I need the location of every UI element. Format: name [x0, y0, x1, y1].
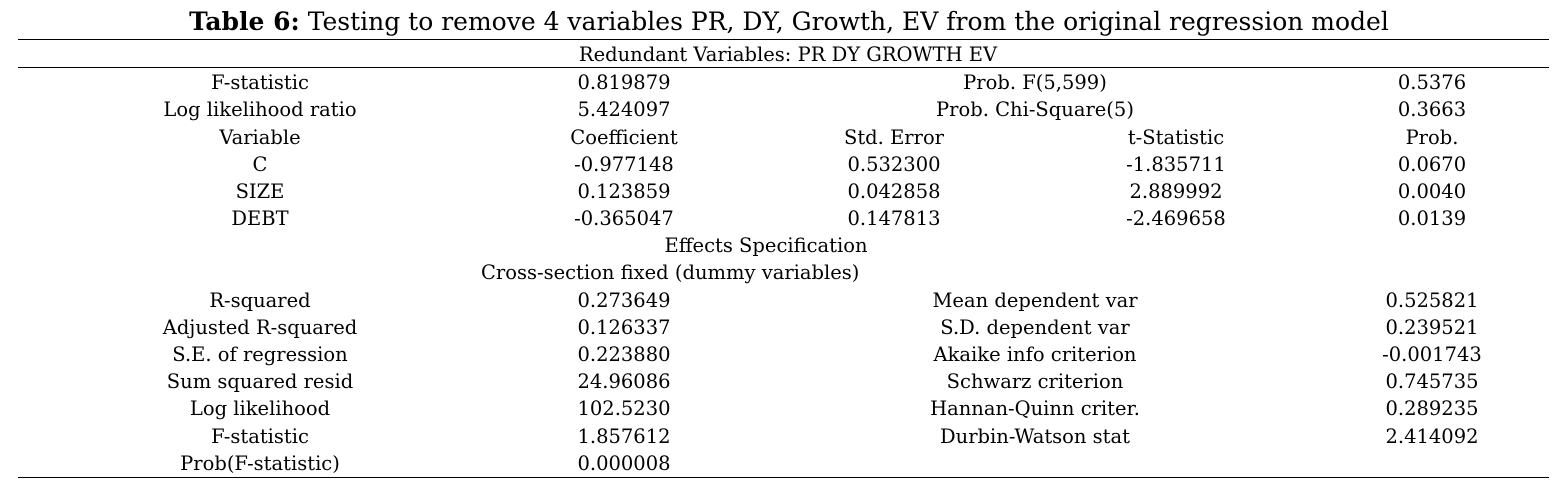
stat-value: 102.5230	[577, 397, 671, 420]
test-value: 0.819879	[577, 71, 671, 94]
stat-value: 0.223880	[577, 343, 671, 366]
coef-coefficient: -0.365047	[574, 207, 674, 230]
column-header-t-statistic: t-Statistic	[1127, 126, 1225, 149]
test-prob-label: Prob. Chi-Square(5)	[936, 98, 1134, 121]
stat-name-right: S.D. dependent var	[940, 316, 1130, 339]
stat-name-right: Mean dependent var	[932, 289, 1138, 312]
coef-coefficient: -0.977148	[574, 153, 674, 176]
stat-name-right: Schwarz criterion	[946, 370, 1124, 393]
effects-specification-title: Effects Specification	[664, 234, 868, 257]
table-caption: Table 6: Testing to remove 4 variables P…	[0, 6, 1558, 38]
coef-std-error: 0.042858	[847, 180, 941, 203]
stat-value-right: 0.745735	[1385, 370, 1479, 393]
coef-variable: SIZE	[235, 180, 285, 203]
column-header-prob: Prob.	[1405, 126, 1459, 149]
coef-prob: 0.0040	[1397, 180, 1467, 203]
stat-name-right: Hannan-Quinn criter.	[930, 397, 1140, 420]
test-prob-label: Prob. F(5,599)	[963, 71, 1107, 94]
stat-name-right: Durbin-Watson stat	[940, 425, 1130, 448]
stat-name-right: Akaike info criterion	[933, 343, 1137, 366]
header-rule	[18, 67, 1549, 68]
stat-value-right: 0.289235	[1385, 397, 1479, 420]
column-header-variable: Variable	[219, 126, 301, 149]
stat-name: S.E. of regression	[172, 343, 348, 366]
stat-name: Adjusted R-squared	[162, 316, 358, 339]
top-rule	[18, 39, 1549, 40]
stat-name: R-squared	[209, 289, 311, 312]
stat-value-right: 0.525821	[1385, 289, 1479, 312]
stat-value-right: 0.239521	[1385, 316, 1479, 339]
coef-t-statistic: -1.835711	[1126, 153, 1226, 176]
redundant-variables-header: Redundant Variables: PR DY GROWTH EV	[578, 43, 998, 66]
stat-value: 0.126337	[577, 316, 671, 339]
coef-variable: C	[252, 153, 268, 176]
table-caption-text: Testing to remove 4 variables PR, DY, Gr…	[299, 7, 1389, 36]
test-prob: 0.5376	[1397, 71, 1467, 94]
table-caption-label: Table 6:	[189, 7, 300, 36]
effects-specification-subtitle: Cross-section fixed (dummy variables)	[481, 261, 860, 284]
stat-name: Sum squared resid	[166, 370, 354, 393]
coef-prob: 0.0139	[1397, 207, 1467, 230]
test-name: Log likelihood ratio	[163, 98, 357, 121]
stat-value: 24.96086	[577, 370, 671, 393]
stat-value: 0.273649	[577, 289, 671, 312]
coef-coefficient: 0.123859	[577, 180, 671, 203]
column-header-coefficient: Coefficient	[570, 126, 678, 149]
stat-value-right: 2.414092	[1385, 425, 1479, 448]
coef-std-error: 0.532300	[847, 153, 941, 176]
coef-t-statistic: -2.469658	[1126, 207, 1226, 230]
coef-std-error: 0.147813	[847, 207, 941, 230]
column-header-std-error: Std. Error	[843, 126, 945, 149]
test-value: 5.424097	[577, 98, 671, 121]
stat-name: Prob(F-statistic)	[180, 452, 340, 475]
stat-value: 0.000008	[577, 452, 671, 475]
stat-name: F-statistic	[211, 425, 309, 448]
coef-t-statistic: 2.889992	[1129, 180, 1223, 203]
bottom-rule	[18, 477, 1549, 478]
stat-name: Log likelihood	[189, 397, 331, 420]
stat-value-right: -0.001743	[1382, 343, 1482, 366]
coef-prob: 0.0670	[1397, 153, 1467, 176]
test-prob: 0.3663	[1397, 98, 1467, 121]
coef-variable: DEBT	[231, 207, 289, 230]
stat-value: 1.857612	[577, 425, 671, 448]
test-name: F-statistic	[211, 71, 309, 94]
